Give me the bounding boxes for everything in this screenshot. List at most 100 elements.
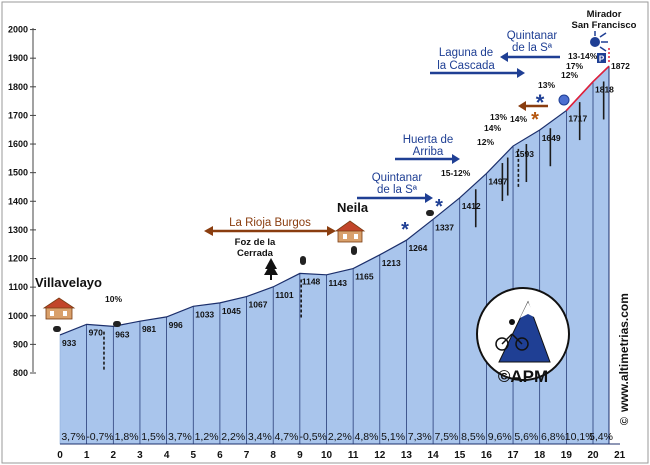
x-tick-label: 20 xyxy=(587,450,599,461)
profile-segment xyxy=(86,324,114,445)
gradient-label: 2,2% xyxy=(221,431,245,443)
gradient-label-group: 3,7% -0,7% 1,8% 1,5% 3,7% 1,2% 2,2% 3,4% 4,7% -0,… xyxy=(61,431,613,443)
steep-gradient-label: 13% xyxy=(538,80,555,90)
gradient-label: 4,7% xyxy=(275,431,299,443)
lagoon-asterisk-icon-2: * xyxy=(435,196,443,218)
x-tick-label: 2 xyxy=(111,450,117,461)
copyright-symbol: © xyxy=(619,417,631,425)
steep-gradient-label: 13% xyxy=(490,112,507,122)
profile-segment xyxy=(379,239,407,445)
place-label-quintanar-low-1: Quintanar xyxy=(372,172,423,184)
gradient-label: -0,5% xyxy=(299,431,326,443)
y-tick-group: 800 900 1000 1100 1200 1300 1400 1500 1600 1700 18… xyxy=(8,25,36,378)
gradient-label: 5,4% xyxy=(589,431,613,443)
profile-segments xyxy=(59,65,610,445)
brown-arrow-left xyxy=(518,101,548,111)
elevation-label-group: 933 970 963 981 996 1033 1045 1067 1101 1148 1143 1… xyxy=(62,61,630,348)
steep-gradient-label: 14% xyxy=(510,114,527,124)
gradient-label: 1,8% xyxy=(115,431,139,443)
place-label-foz-1: Foz de la xyxy=(235,237,276,248)
profile-segment xyxy=(459,172,487,445)
profile-segment xyxy=(139,316,167,445)
x-tick-label: 16 xyxy=(481,450,493,461)
x-tick-label: 8 xyxy=(270,450,276,461)
tree-icon xyxy=(264,258,278,280)
y-tick-label: 800 xyxy=(13,368,28,378)
place-label-huerta-1: Huerta de xyxy=(403,134,454,146)
elevation-label: 1148 xyxy=(302,276,321,286)
gradient-break-marks xyxy=(103,81,605,370)
y-tick-label: 1500 xyxy=(8,168,28,178)
profile-edge-line xyxy=(59,65,610,336)
y-tick-label: 1300 xyxy=(8,225,28,235)
profile-segment xyxy=(246,286,274,445)
parking-icon: P xyxy=(597,53,606,64)
steep-gradient-label: 10% xyxy=(105,294,122,304)
elevation-label: 1213 xyxy=(382,258,401,268)
y-tick-label: 900 xyxy=(13,339,28,349)
elevation-label: 1101 xyxy=(275,290,294,300)
x-tick-label: 19 xyxy=(561,450,573,461)
town-label-villavelayo: Villavelayo xyxy=(35,275,102,290)
gradient-label: 7,3% xyxy=(408,431,432,443)
gradient-label: 9,6% xyxy=(488,431,512,443)
steep-gradient-label: 13-14% xyxy=(568,51,598,61)
apm-logo xyxy=(476,287,570,381)
place-label-quintanar-high-2: de la Sª xyxy=(512,42,553,54)
region-border-arrow xyxy=(204,226,336,236)
gradient-label: 3,7% xyxy=(61,431,85,443)
elevation-label: 1143 xyxy=(329,278,348,288)
x-tick-label: 6 xyxy=(217,450,223,461)
profile-segment xyxy=(299,273,327,445)
place-label-quintanar-high-1: Quintanar xyxy=(507,30,558,42)
y-tick-label: 1800 xyxy=(8,82,28,92)
x-tick-label: 1 xyxy=(84,450,90,461)
place-label-laguna-2: la Cascada xyxy=(437,60,495,72)
village-icon-villavelayo xyxy=(42,297,76,320)
gradient-label: 8,5% xyxy=(461,431,485,443)
x-tick-label: 14 xyxy=(428,450,440,461)
x-tick-label: 11 xyxy=(348,450,359,461)
gradient-label: 10,1% xyxy=(565,431,595,443)
profile-segment xyxy=(219,296,247,445)
gradient-label: 2,2% xyxy=(328,431,352,443)
village-icon-neila xyxy=(334,220,366,243)
profile-segment xyxy=(352,254,381,445)
place-label-foz-2: Cerrada xyxy=(237,248,274,259)
x-tick-label: 4 xyxy=(164,450,170,461)
radar-dish-icon xyxy=(558,94,570,106)
gradient-label: 1,5% xyxy=(141,431,165,443)
gradient-label: 5,6% xyxy=(514,431,538,443)
x-tick-label: 17 xyxy=(507,450,519,461)
elevation-label: 1165 xyxy=(355,272,374,282)
steep-gradient-label: 12% xyxy=(561,70,578,80)
gradient-label: 3,7% xyxy=(168,431,192,443)
elevation-label: 1818 xyxy=(595,85,614,95)
summit-label-2: San Francisco xyxy=(572,20,637,31)
steep-gradient-label: 14% xyxy=(484,123,501,133)
quintanar-low-arrow xyxy=(357,193,433,203)
viewpoint-asterisk-icon: * xyxy=(531,109,539,131)
place-label-laguna-1: Laguna de xyxy=(439,47,493,59)
x-tick-label: 7 xyxy=(244,450,250,461)
gradient-label: 6,8% xyxy=(541,431,565,443)
steep-gradient-label: 12% xyxy=(477,137,494,147)
huerta-arrow xyxy=(395,154,460,164)
gradient-label: 3,4% xyxy=(248,431,272,443)
elevation-label: 963 xyxy=(115,329,129,339)
elevation-label: 1497 xyxy=(488,177,507,187)
x-tick-label: 10 xyxy=(321,450,333,461)
x-tick-label: 18 xyxy=(534,450,546,461)
x-tick-label: 5 xyxy=(190,450,196,461)
profile-segment xyxy=(192,302,221,445)
y-tick-label: 1200 xyxy=(8,254,28,264)
y-tick-label: 1900 xyxy=(8,53,28,63)
x-tick-label: 3 xyxy=(137,450,143,461)
elevation-label: 970 xyxy=(89,327,103,337)
elevation-label: 1045 xyxy=(222,306,241,316)
steep-label-group: 10%15-12%12%14%13% 14%13%12%17%13-14% xyxy=(105,51,598,304)
x-tick-label: 13 xyxy=(401,450,413,461)
region-border-label: La Rioja Burgos xyxy=(229,217,311,229)
elevation-label: 996 xyxy=(169,320,183,330)
